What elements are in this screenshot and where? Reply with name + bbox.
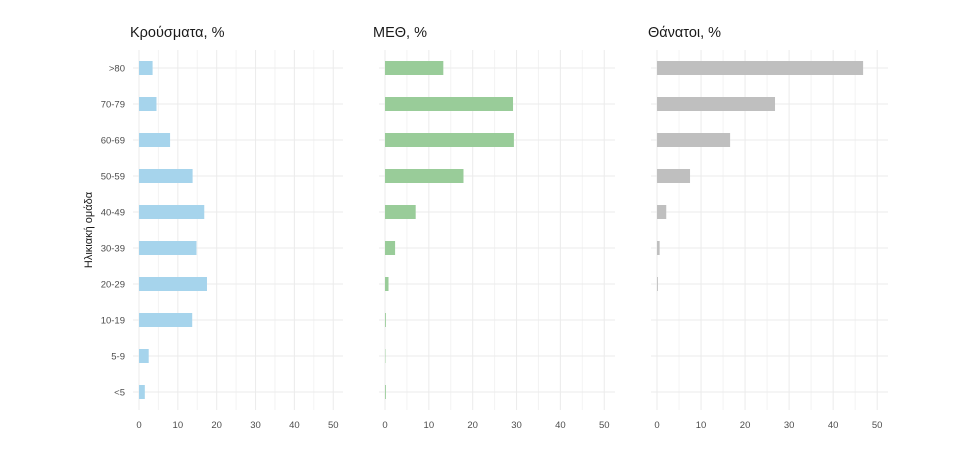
bar [657, 241, 660, 255]
x-tick-label: 30 [511, 420, 522, 431]
y-axis-title: Ηλικιακή ομάδα [83, 191, 95, 268]
bar [657, 277, 658, 291]
panel-title: Θάνατοι, % [648, 25, 721, 41]
bar [139, 241, 197, 255]
x-tick-label: 40 [555, 420, 566, 431]
y-tick-label: 70-79 [101, 100, 125, 111]
bar [385, 61, 444, 75]
y-tick-label: 60-69 [101, 136, 125, 147]
y-tick-label: >80 [109, 64, 125, 75]
x-tick-label: 20 [740, 420, 751, 431]
y-tick-label: 40-49 [101, 208, 125, 219]
labels: >80 70-79 60-69 50-59 40-49 30-39 20-29 10-19 5-… [83, 25, 882, 431]
bar [139, 169, 193, 183]
bar [385, 169, 464, 183]
x-tick-label: 40 [828, 420, 839, 431]
bar [139, 205, 205, 219]
x-tick-label: 30 [784, 420, 795, 431]
bar [139, 385, 145, 399]
bar [657, 61, 864, 75]
x-tick-label: 10 [696, 420, 707, 431]
bar [139, 277, 207, 291]
y-tick-label: 5-9 [111, 352, 125, 363]
y-tick-label: 50-59 [101, 172, 125, 183]
bar [385, 313, 386, 327]
x-tick-label: 30 [250, 420, 261, 431]
bar [139, 133, 171, 147]
bar [657, 133, 731, 147]
x-tick-label: 0 [382, 420, 387, 431]
bar [385, 277, 389, 291]
x-tick-label: 40 [289, 420, 300, 431]
y-tick-label: 20-29 [101, 280, 125, 291]
bar [385, 133, 514, 147]
bar [657, 97, 776, 111]
bar [139, 61, 153, 75]
x-tick-label: 20 [467, 420, 478, 431]
y-tick-label: 30-39 [101, 244, 125, 255]
x-tick-label: 10 [424, 420, 435, 431]
gridlines [133, 50, 888, 410]
panel-title: Κρούσματα, % [130, 25, 225, 41]
x-tick-label: 0 [136, 420, 141, 431]
bar [139, 97, 157, 111]
bar [385, 241, 396, 255]
bar [139, 349, 149, 363]
x-tick-label: 50 [328, 420, 339, 431]
bar [385, 385, 386, 399]
bar [385, 97, 514, 111]
x-tick-label: 50 [872, 420, 883, 431]
bar [657, 169, 691, 183]
x-tick-label: 10 [173, 420, 184, 431]
x-tick-label: 20 [211, 420, 222, 431]
panel-title: ΜΕΘ, % [373, 25, 427, 41]
x-tick-label: 0 [654, 420, 659, 431]
y-tick-label: 10-19 [101, 316, 125, 327]
bar [657, 205, 667, 219]
bar [139, 313, 193, 327]
y-tick-label: <5 [114, 388, 125, 399]
x-tick-label: 50 [599, 420, 610, 431]
bar [385, 205, 416, 219]
bars [139, 61, 864, 399]
